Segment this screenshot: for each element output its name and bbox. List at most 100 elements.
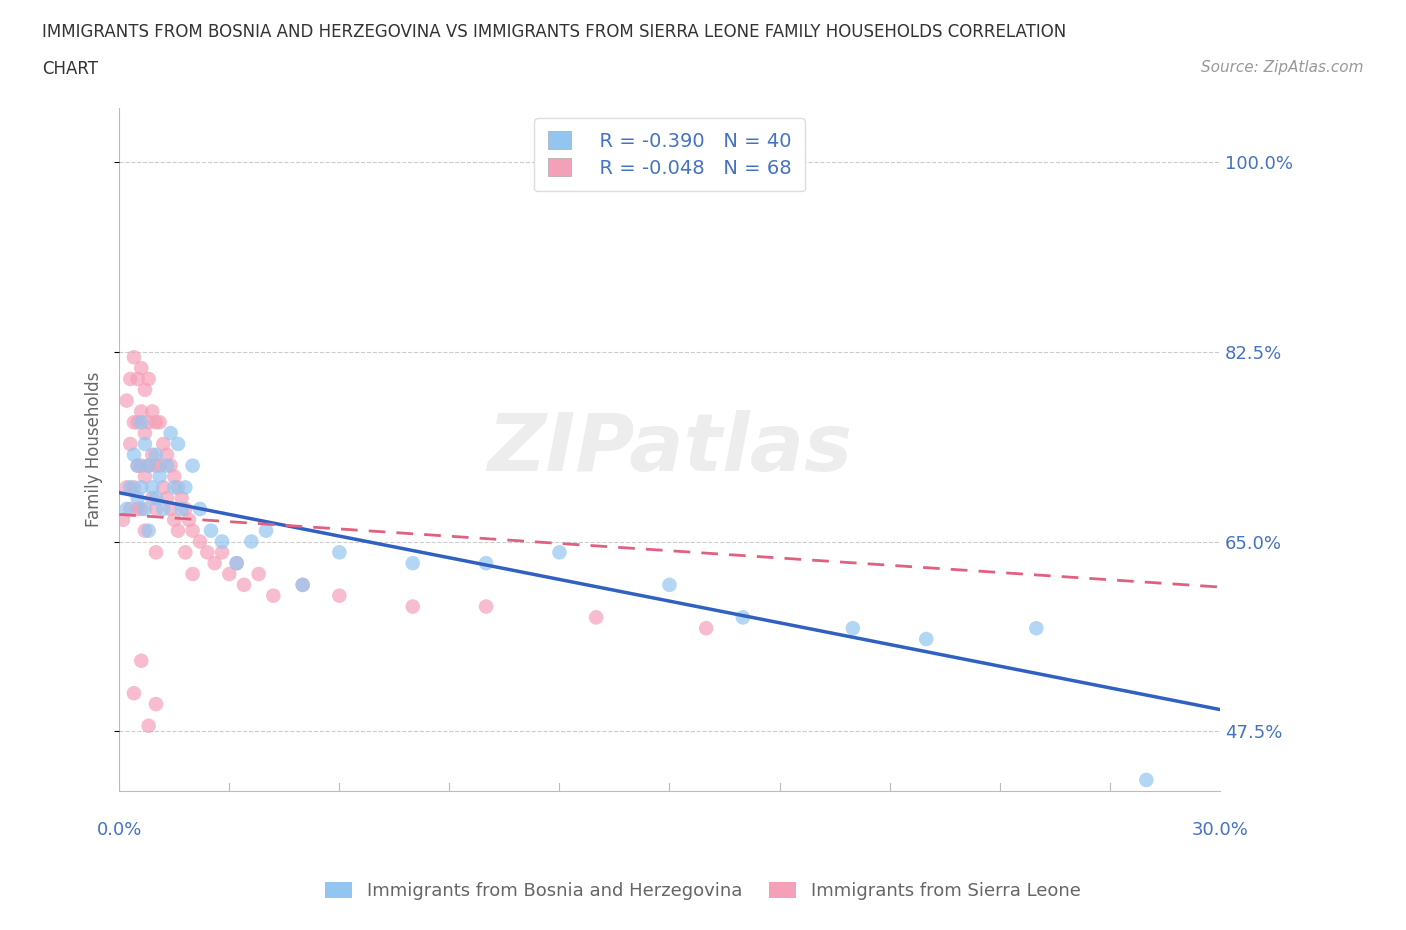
- Point: [163, 480, 186, 495]
- Point: [122, 447, 145, 462]
- Point: [167, 436, 190, 451]
- Point: [120, 436, 142, 451]
- Point: [152, 501, 174, 516]
- Point: [475, 556, 498, 571]
- Point: [195, 545, 218, 560]
- Point: [120, 480, 142, 495]
- Point: [328, 545, 350, 560]
- Point: [145, 458, 167, 473]
- Point: [129, 501, 152, 516]
- Point: [163, 512, 186, 527]
- Point: [167, 480, 190, 495]
- Point: [134, 469, 156, 484]
- Point: [122, 415, 145, 430]
- Text: CHART: CHART: [42, 60, 98, 78]
- Point: [156, 447, 179, 462]
- Point: [181, 458, 204, 473]
- Point: [145, 491, 167, 506]
- Point: [181, 566, 204, 581]
- Text: 30.0%: 30.0%: [1191, 821, 1249, 839]
- Point: [402, 599, 425, 614]
- Point: [211, 534, 233, 549]
- Point: [138, 718, 160, 733]
- Point: [181, 524, 204, 538]
- Point: [915, 631, 938, 646]
- Point: [145, 501, 167, 516]
- Point: [159, 501, 181, 516]
- Point: [134, 382, 156, 397]
- Y-axis label: Family Households: Family Households: [86, 372, 103, 527]
- Text: Source: ZipAtlas.com: Source: ZipAtlas.com: [1201, 60, 1364, 75]
- Point: [129, 480, 152, 495]
- Point: [658, 578, 681, 592]
- Point: [122, 685, 145, 700]
- Point: [120, 371, 142, 386]
- Point: [129, 415, 152, 430]
- Point: [225, 556, 247, 571]
- Point: [328, 589, 350, 604]
- Point: [145, 415, 167, 430]
- Point: [138, 458, 160, 473]
- Point: [122, 480, 145, 495]
- Point: [159, 458, 181, 473]
- Point: [167, 524, 190, 538]
- Point: [177, 512, 200, 527]
- Point: [152, 480, 174, 495]
- Point: [111, 512, 134, 527]
- Point: [127, 458, 149, 473]
- Point: [204, 556, 226, 571]
- Point: [134, 501, 156, 516]
- Point: [156, 458, 179, 473]
- Point: [475, 599, 498, 614]
- Point: [1135, 773, 1157, 788]
- Point: [138, 524, 160, 538]
- Point: [170, 501, 193, 516]
- Point: [842, 620, 865, 635]
- Point: [233, 578, 256, 592]
- Text: 0.0%: 0.0%: [97, 821, 142, 839]
- Point: [115, 480, 138, 495]
- Point: [291, 578, 314, 592]
- Point: [254, 524, 277, 538]
- Point: [129, 458, 152, 473]
- Point: [129, 653, 152, 668]
- Point: [211, 545, 233, 560]
- Point: [149, 415, 172, 430]
- Point: [163, 469, 186, 484]
- Point: [149, 458, 172, 473]
- Point: [120, 501, 142, 516]
- Legend:   R = -0.390   N = 40,   R = -0.048   N = 68: R = -0.390 N = 40, R = -0.048 N = 68: [534, 118, 804, 192]
- Point: [122, 350, 145, 365]
- Point: [188, 534, 211, 549]
- Point: [291, 578, 314, 592]
- Point: [402, 556, 425, 571]
- Point: [141, 480, 163, 495]
- Point: [174, 480, 197, 495]
- Point: [127, 491, 149, 506]
- Point: [149, 469, 172, 484]
- Point: [240, 534, 263, 549]
- Point: [134, 436, 156, 451]
- Point: [188, 501, 211, 516]
- Point: [225, 556, 247, 571]
- Point: [134, 426, 156, 441]
- Point: [145, 447, 167, 462]
- Point: [145, 545, 167, 560]
- Point: [141, 404, 163, 418]
- Point: [218, 566, 240, 581]
- Point: [174, 545, 197, 560]
- Text: IMMIGRANTS FROM BOSNIA AND HERZEGOVINA VS IMMIGRANTS FROM SIERRA LEONE FAMILY HO: IMMIGRANTS FROM BOSNIA AND HERZEGOVINA V…: [42, 23, 1066, 41]
- Point: [141, 491, 163, 506]
- Point: [548, 545, 571, 560]
- Point: [174, 501, 197, 516]
- Point: [585, 610, 607, 625]
- Point: [145, 697, 167, 711]
- Point: [129, 404, 152, 418]
- Point: [115, 393, 138, 408]
- Point: [141, 447, 163, 462]
- Point: [152, 436, 174, 451]
- Point: [695, 620, 717, 635]
- Point: [129, 361, 152, 376]
- Legend: Immigrants from Bosnia and Herzegovina, Immigrants from Sierra Leone: Immigrants from Bosnia and Herzegovina, …: [318, 874, 1088, 907]
- Point: [262, 589, 284, 604]
